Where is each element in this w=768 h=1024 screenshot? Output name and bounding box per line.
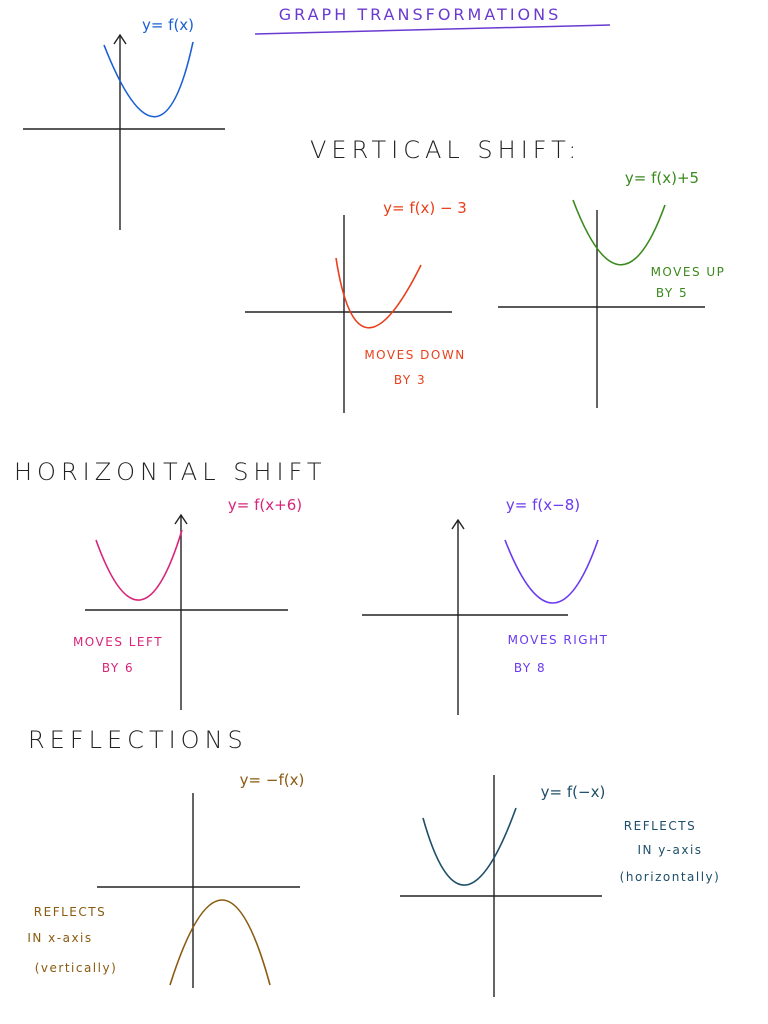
curve (504, 539, 599, 604)
graph: y= f(x+6) MOVES LEFT BY 6 (73, 496, 302, 710)
section-heading: REFLECTIONS (28, 726, 248, 754)
graph-label: y= f(x) − 3 (383, 199, 467, 217)
graph: y= −f(x) REFLECTS IN x-axis (vertically) (27, 771, 304, 988)
note: BY 3 (394, 373, 426, 387)
note: BY 6 (102, 661, 134, 675)
note: MOVES LEFT (73, 635, 163, 649)
axes (400, 775, 602, 997)
note: IN x-axis (27, 931, 92, 945)
note: (vertically) (35, 961, 118, 975)
note: IN y-axis (637, 843, 702, 857)
graph-label: y= f(x+6) (228, 496, 302, 514)
axes (85, 513, 288, 710)
note: REFLECTS (624, 819, 696, 833)
note: MOVES RIGHT (508, 633, 609, 647)
graph: y= f(x) − 3 MOVES DOWN BY 3 (245, 199, 467, 413)
note: REFLECTS (34, 905, 106, 919)
graph-label: y= f(−x) (541, 783, 606, 801)
title: GRAPH TRANSFORMATIONS (279, 5, 562, 24)
axes (245, 215, 452, 413)
note: MOVES UP (651, 265, 726, 279)
note: BY 8 (514, 661, 546, 675)
graph-label: y= f(x) (142, 16, 194, 34)
note: MOVES DOWN (364, 348, 465, 362)
curve (95, 529, 183, 601)
graph-label: y= f(x)+5 (625, 169, 699, 187)
graph-label: y= f(x−8) (506, 496, 580, 514)
graph: y= f(−x) REFLECTS IN y-axis (horizontall… (400, 775, 721, 997)
curve (335, 257, 422, 329)
graph: y= f(x) (23, 16, 225, 230)
section-heading: VERTICAL SHIFT: (310, 136, 581, 164)
curve (169, 899, 271, 986)
curve (572, 199, 666, 266)
graph: y= f(x−8) MOVES RIGHT BY 8 (362, 496, 609, 715)
graph: y= f(x)+5 MOVES UP BY 5 (498, 169, 726, 408)
curve (422, 807, 517, 886)
axes (23, 33, 225, 230)
section-heading: HORIZONTAL SHIFT (14, 458, 327, 486)
curve (103, 41, 194, 118)
title-underline (254, 24, 611, 35)
note: BY 5 (656, 286, 688, 300)
graph-label: y= −f(x) (240, 771, 305, 789)
axes (362, 518, 568, 715)
note: (horizontally) (620, 870, 721, 884)
axes (498, 210, 705, 408)
axes (97, 793, 300, 988)
